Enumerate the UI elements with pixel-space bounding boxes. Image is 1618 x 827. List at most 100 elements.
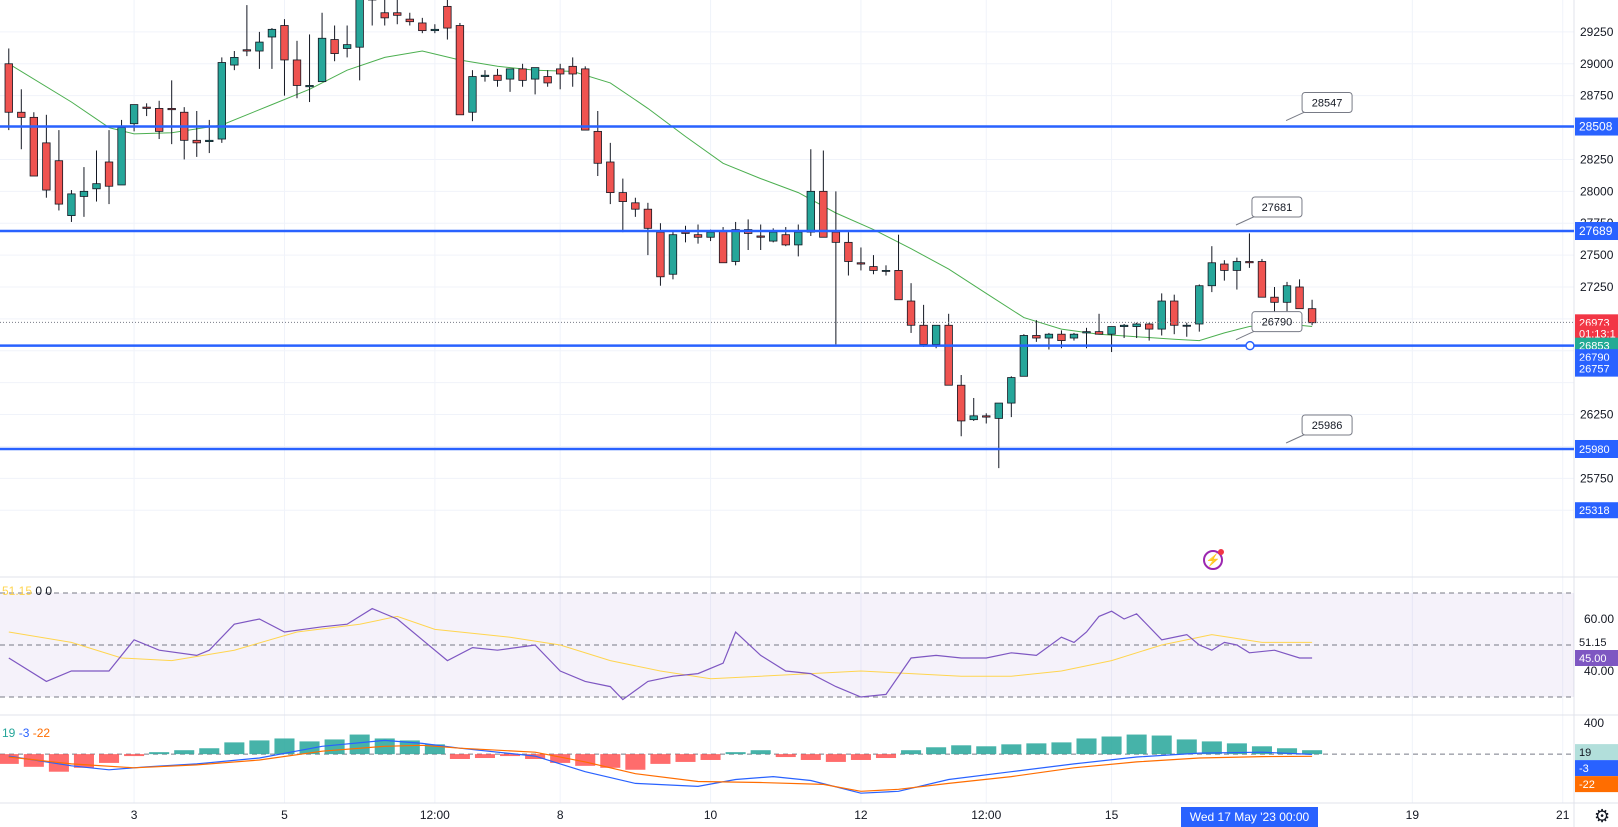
candle-down bbox=[154, 108, 164, 132]
candle-down bbox=[142, 106, 151, 109]
macd-histogram-bar bbox=[1251, 746, 1272, 755]
candle-up bbox=[1019, 335, 1029, 377]
candle-down bbox=[568, 65, 577, 75]
candle-up bbox=[1107, 326, 1116, 335]
time-tick-label-7: 12:00 bbox=[971, 808, 1001, 822]
price-tick-label: 29250 bbox=[1580, 25, 1614, 39]
price-tick-label: 26250 bbox=[1580, 408, 1614, 422]
candle-down bbox=[1270, 296, 1279, 303]
rsi-value-tag-1 bbox=[1575, 650, 1618, 666]
candle-up bbox=[1207, 262, 1216, 287]
price-tick-label: 28000 bbox=[1580, 184, 1614, 198]
candle-down bbox=[643, 208, 653, 229]
candle-up bbox=[1282, 285, 1292, 303]
macd-histogram-bar bbox=[901, 750, 922, 755]
rsi-header: 51.15 0 0 bbox=[2, 584, 53, 598]
candle-down bbox=[1307, 308, 1317, 324]
candle-up bbox=[1157, 300, 1166, 330]
rsi-line bbox=[8, 607, 1313, 701]
candle-up bbox=[230, 57, 239, 66]
macd-value-tag-2 bbox=[1575, 776, 1618, 793]
macd-histogram-bar bbox=[976, 746, 997, 755]
rsi-value-label-1: 45.00 bbox=[1579, 653, 1607, 665]
macd-histogram-bar bbox=[675, 754, 696, 762]
time-tick-label-2: 5 bbox=[281, 808, 288, 822]
price-tag-bg-1 bbox=[1575, 325, 1618, 342]
rsi-value-label-0: 51.15 bbox=[1579, 637, 1607, 649]
macd-histogram-bar bbox=[1176, 739, 1197, 755]
candle-up bbox=[117, 127, 126, 186]
candle-up bbox=[342, 44, 352, 49]
macd-histogram-bar bbox=[600, 754, 621, 768]
macd-histogram-bar bbox=[625, 754, 646, 770]
candle-down bbox=[455, 25, 465, 116]
candle-up bbox=[480, 74, 490, 77]
macd-histogram-bar bbox=[149, 752, 170, 755]
macd-value-tag-0 bbox=[1575, 744, 1618, 761]
macd-histogram-bar bbox=[474, 754, 496, 759]
candle-down bbox=[29, 116, 38, 177]
macd-histogram-bar bbox=[825, 754, 846, 762]
macd-histogram-bar bbox=[1151, 735, 1172, 755]
macd-histogram-bar bbox=[700, 754, 721, 760]
candle-down bbox=[42, 142, 51, 191]
candle-up bbox=[1182, 324, 1191, 327]
callout-label-3: 25986 bbox=[1312, 420, 1343, 432]
candle-up bbox=[1044, 333, 1054, 339]
candle-up bbox=[806, 190, 815, 233]
time-tick-label-9: 19 bbox=[1406, 808, 1420, 822]
level-axis-label-0: 28508 bbox=[1579, 120, 1613, 134]
callout-box-0 bbox=[1301, 92, 1353, 114]
candle-up bbox=[881, 270, 891, 272]
macd-histogram-bar bbox=[199, 748, 220, 755]
time-tick-label-4: 8 bbox=[557, 808, 564, 822]
macd-histogram-bar bbox=[775, 754, 796, 758]
time-tick-label-5: 10 bbox=[704, 808, 718, 822]
candle-down bbox=[1032, 335, 1041, 339]
candle-up bbox=[769, 231, 778, 242]
candle-down bbox=[718, 230, 728, 264]
candle-down bbox=[1295, 286, 1304, 310]
macd-histogram-bar bbox=[1101, 736, 1122, 755]
level-axis-tag-0 bbox=[1575, 117, 1618, 136]
candle-up bbox=[731, 229, 740, 262]
macd-histogram-bar bbox=[274, 738, 295, 755]
candle-down bbox=[681, 231, 690, 234]
candle-down bbox=[869, 266, 878, 271]
macd-histogram-bar bbox=[224, 742, 245, 755]
macd-tick-label: 400 bbox=[1584, 716, 1604, 730]
candle-down bbox=[543, 76, 552, 84]
macd-histogram-bar bbox=[875, 754, 897, 759]
candle-up bbox=[994, 402, 1003, 419]
macd-histogram-bar bbox=[174, 750, 195, 755]
candle-down bbox=[894, 270, 903, 301]
macd-histogram-bar bbox=[725, 752, 746, 755]
macd-line bbox=[8, 739, 1313, 794]
candle-up bbox=[1082, 331, 1091, 334]
candle-up bbox=[1119, 324, 1129, 327]
candle-down bbox=[167, 108, 176, 111]
macd-histogram-bar bbox=[449, 754, 470, 759]
macd-histogram-bar bbox=[1076, 738, 1097, 755]
price-tag-label-1: 01:13:1 bbox=[1579, 329, 1616, 341]
candle-down bbox=[606, 161, 615, 194]
price-tag-label-5: 25980 bbox=[1579, 444, 1610, 456]
candle-down bbox=[518, 68, 527, 81]
callout-label-2: 26790 bbox=[1262, 317, 1293, 329]
candle-up bbox=[129, 104, 139, 125]
candle-down bbox=[831, 231, 841, 243]
candle-down bbox=[856, 262, 866, 265]
rsi-tick-label-0: 40.00 bbox=[1584, 664, 1614, 678]
candle-down bbox=[844, 241, 853, 262]
macd-histogram-bar bbox=[850, 754, 871, 760]
macd-histogram-bar bbox=[399, 740, 420, 755]
gear-icon[interactable]: ⚙ bbox=[1594, 806, 1611, 826]
macd-histogram-bar bbox=[1001, 744, 1022, 755]
candle-down bbox=[693, 234, 703, 238]
candle-down bbox=[781, 234, 790, 246]
level-axis-label-1: 27689 bbox=[1579, 224, 1613, 238]
price-tick-label: 29000 bbox=[1580, 57, 1614, 71]
candle-up bbox=[267, 28, 277, 38]
alert-bolt-icon[interactable]: ⚡ bbox=[1203, 549, 1224, 570]
